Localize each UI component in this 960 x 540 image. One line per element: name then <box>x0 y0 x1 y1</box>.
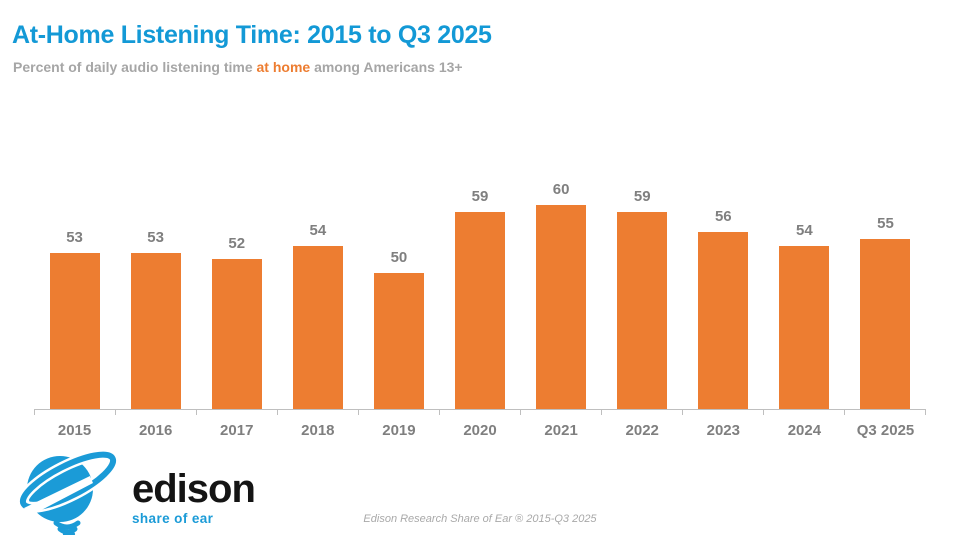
bar-value-label: 54 <box>309 222 327 239</box>
edison-logo: edison share of ear <box>17 447 256 540</box>
bar-group: 59 <box>602 170 683 409</box>
bar <box>49 253 100 409</box>
x-axis-label: 2023 <box>706 422 740 439</box>
axis-tick <box>602 410 683 415</box>
bar <box>698 232 749 409</box>
bar-value-label: 56 <box>714 208 732 225</box>
axis-tick <box>845 410 926 415</box>
axis-tick <box>683 410 764 415</box>
axis-tick <box>440 410 521 415</box>
x-axis-label: 2022 <box>625 422 659 439</box>
bar-group: 53 <box>115 170 196 409</box>
bar <box>455 212 506 409</box>
chart-subtitle: Percent of daily audio listening time at… <box>13 59 463 75</box>
x-axis-label: 2016 <box>138 422 173 439</box>
subtitle-prefix: Percent of daily audio listening time <box>13 59 257 75</box>
plot-area: 53 53 52 54 50 59 60 59 56 54 55 <box>34 170 926 410</box>
axis-tick <box>359 410 440 415</box>
bar <box>373 273 424 409</box>
x-axis-labels: 2015 2016 2017 2018 2019 2020 2021 2022 2023 2024… <box>34 415 926 439</box>
bar-value-label: 53 <box>147 229 164 246</box>
bar-group: 55 <box>845 170 926 409</box>
bar-value-label: 50 <box>390 249 408 266</box>
bar <box>860 239 911 409</box>
logo-brand-name: edison <box>132 467 256 511</box>
bar <box>779 246 830 409</box>
page-title: At-Home Listening Time: 2015 to Q3 2025 <box>12 21 492 49</box>
axis-tick <box>278 410 359 415</box>
bar-value-label: 60 <box>552 181 570 198</box>
bar-group: 60 <box>521 170 602 409</box>
bar-value-label: 53 <box>66 229 83 246</box>
bar <box>617 212 668 409</box>
bar-value-label: 52 <box>228 235 246 252</box>
edison-lightbulb-icon <box>17 447 130 540</box>
axis-tick <box>197 410 278 415</box>
bar-group: 52 <box>196 170 277 409</box>
source-attribution: Edison Research Share of Ear ® 2015-Q3 2… <box>363 513 597 525</box>
subtitle-highlight: at home <box>256 59 311 75</box>
x-axis-label: 2015 <box>57 422 92 439</box>
bar-group: 59 <box>439 170 520 409</box>
x-axis-label: 2018 <box>301 422 335 439</box>
bar-group: 54 <box>764 170 845 409</box>
axis-tick <box>116 410 197 415</box>
axis-tick <box>521 410 602 415</box>
bar-group: 56 <box>683 170 764 409</box>
bar <box>211 259 262 409</box>
bar <box>130 253 181 409</box>
x-axis-label: Q3 2025 <box>856 422 915 439</box>
bar <box>536 205 587 409</box>
subtitle-suffix: among Americans 13+ <box>310 59 463 75</box>
logo-tagline: share of ear <box>132 511 214 526</box>
bar-group: 53 <box>34 170 115 409</box>
logo-text: edison share of ear <box>132 447 256 540</box>
x-axis-label: 2020 <box>463 422 497 439</box>
x-axis-label: 2021 <box>544 422 578 439</box>
bar-value-label: 59 <box>471 188 489 205</box>
x-axis-label: 2019 <box>382 422 416 439</box>
x-axis-label: 2017 <box>220 422 254 439</box>
axis-tick <box>34 410 116 415</box>
bar <box>292 246 343 409</box>
bar-value-label: 55 <box>877 215 894 232</box>
bar-group: 54 <box>277 170 358 409</box>
axis-tick <box>764 410 845 415</box>
x-axis-label: 2024 <box>787 422 822 439</box>
bar-chart: 53 53 52 54 50 59 60 59 56 54 55 2015 2016 2017 2018 2… <box>34 170 926 439</box>
bar-value-label: 54 <box>796 222 813 239</box>
bar-value-label: 59 <box>633 188 651 205</box>
x-axis-ticks <box>34 410 926 415</box>
bar-group: 50 <box>358 170 439 409</box>
